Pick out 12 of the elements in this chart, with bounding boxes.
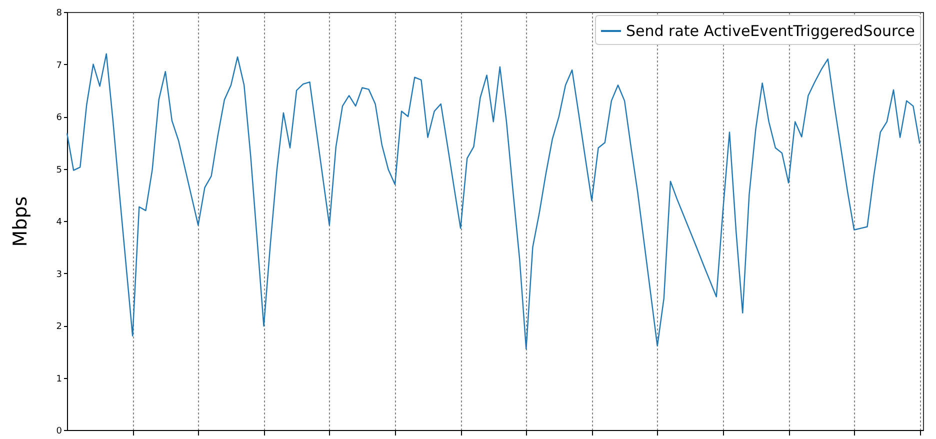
y-tick-label: 8 (56, 8, 62, 18)
y-tick-label: 4 (56, 218, 62, 228)
y-tick-label: 0 (56, 426, 62, 436)
y-tick-label: 6 (56, 113, 62, 123)
y-tick-label: 3 (56, 270, 62, 280)
y-axis-title: Mbps (9, 196, 32, 247)
legend-label: Send rate ActiveEventTriggeredSource (626, 22, 915, 40)
y-tick-label: 7 (56, 60, 62, 71)
line-series (66, 53, 920, 350)
y-tick-label: 1 (56, 374, 62, 384)
y-tick-label: 5 (56, 165, 62, 176)
y-tick-label: 2 (56, 322, 62, 332)
